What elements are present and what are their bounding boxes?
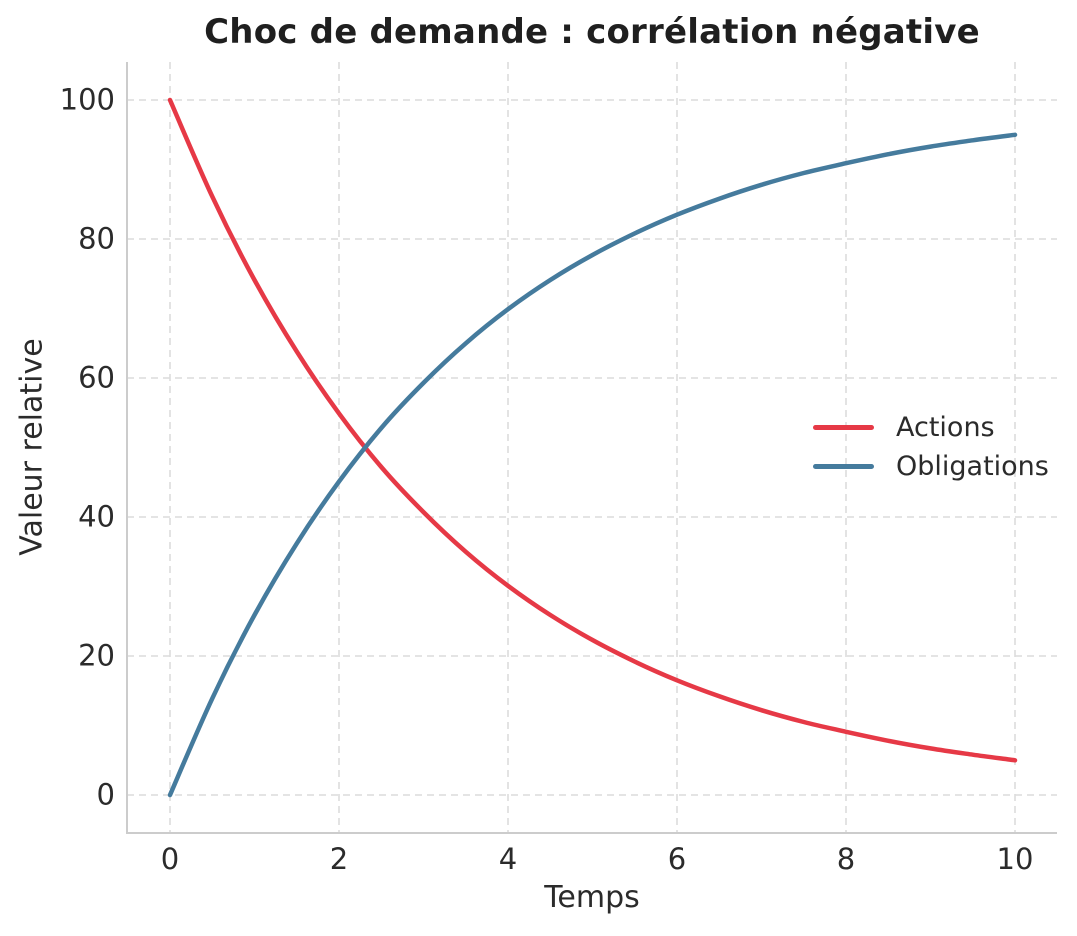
gridlines bbox=[127, 62, 1057, 833]
y-tick-label: 80 bbox=[78, 221, 115, 256]
legend-label-obligations: Obligations bbox=[896, 451, 1049, 482]
x-tick-label: 0 bbox=[160, 842, 180, 876]
legend-swatch-actions bbox=[813, 425, 874, 430]
chart-title: Choc de demande : corrélation négative bbox=[204, 12, 980, 52]
series-line-actions bbox=[167, 97, 1018, 763]
y-tick-label: 60 bbox=[78, 360, 115, 395]
axis-spines bbox=[126, 62, 1057, 834]
y-tick-label: 40 bbox=[78, 499, 115, 534]
legend: Actions Obligations bbox=[813, 408, 1049, 486]
x-axis-label: Temps bbox=[544, 880, 640, 915]
y-tick-label: 20 bbox=[78, 638, 115, 673]
x-tick-label: 2 bbox=[329, 842, 349, 876]
y-tick-label: 100 bbox=[59, 82, 115, 117]
legend-item-actions: Actions bbox=[813, 408, 1049, 447]
x-tick-label: 8 bbox=[836, 842, 856, 876]
series-line-obligations bbox=[167, 132, 1018, 798]
x-tick-label: 6 bbox=[667, 842, 687, 876]
y-tick-label: 0 bbox=[96, 777, 115, 812]
legend-swatch-obligations bbox=[813, 464, 874, 469]
x-tick-label: 10 bbox=[996, 842, 1034, 876]
legend-item-obligations: Obligations bbox=[813, 447, 1049, 486]
legend-label-actions: Actions bbox=[896, 412, 995, 443]
data-series bbox=[167, 97, 1018, 798]
x-tick-label: 4 bbox=[498, 842, 518, 876]
